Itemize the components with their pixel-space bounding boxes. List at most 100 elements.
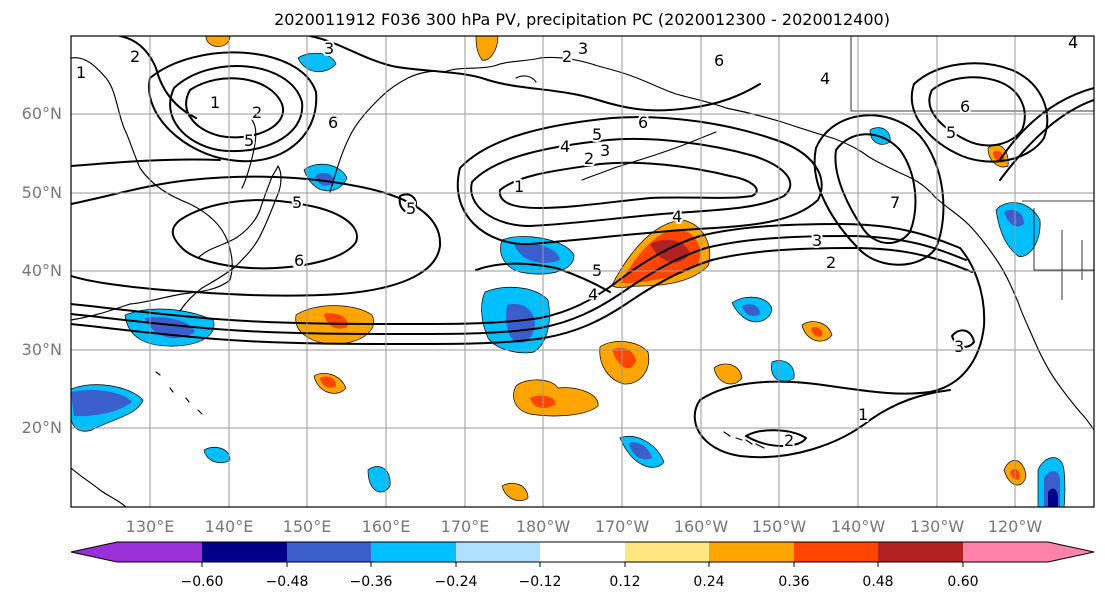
- precip-patch-red-center-core: [650, 239, 690, 263]
- pv-contour-label: 6: [960, 97, 970, 116]
- colorbar-label: 0.48: [862, 574, 893, 590]
- taiwan-islands: [155, 371, 203, 415]
- pv-contour-small-3b: [951, 329, 975, 348]
- us-state-borders: [1033, 208, 1094, 300]
- aleutian-chain: [581, 131, 717, 181]
- precip-patch-red-south-core: [612, 347, 636, 369]
- precip-patch-s-blue-2: [367, 466, 391, 493]
- pv-contour-label: 1: [76, 63, 86, 82]
- map-gridlines: [71, 36, 1094, 507]
- pv-contour-ne-4: [999, 99, 1094, 181]
- pv-contour-label: 5: [592, 125, 602, 144]
- lon-label: 150°E: [283, 517, 332, 536]
- pv-contour-label: 4: [560, 137, 570, 156]
- colorbar-swatch: [371, 542, 456, 562]
- pv-contour-label: 6: [328, 113, 338, 132]
- lat-axis-labels: 60°N 50°N 40°N 30°N 20°N: [22, 104, 62, 437]
- pv-contour-nw-1: [185, 77, 285, 139]
- colorbar-swatch: [287, 542, 371, 562]
- colorbar-label: 0.12: [609, 574, 640, 590]
- colorbar-label: −0.12: [519, 574, 562, 590]
- pv-contour-label: 6: [292, 251, 302, 270]
- pv-contour-jet-1: [71, 223, 961, 325]
- pv-contour-south-4: [475, 262, 611, 293]
- map-content: 2 3 2 3 1 2 5 6 4 6 6 6 5 6 1 4 5 3 2 5: [71, 36, 1094, 507]
- lon-label: 130°W: [910, 517, 965, 536]
- alaska-canada-border: [850, 36, 1094, 112]
- lon-label: 160°E: [362, 517, 411, 536]
- pv-contour-ne-3: [999, 87, 1094, 161]
- n-america-coastline: [967, 223, 1094, 431]
- pv-contour-label: 4: [820, 69, 830, 88]
- colorbar-label: −0.24: [435, 574, 478, 590]
- pv-contour-alaska-2: [813, 114, 945, 266]
- lon-label: 160°W: [674, 517, 729, 536]
- pv-contour-label: 2: [584, 149, 594, 168]
- pv-contour-label: 5: [292, 193, 302, 212]
- figure-title: 2020011912 F036 300 hPa PV, precipitatio…: [274, 10, 890, 29]
- pv-contour-nw-2: [169, 65, 304, 153]
- precip-patch-kuro-core: [324, 313, 348, 329]
- pv-contour-upper-left: [119, 36, 197, 119]
- precip-patch-s-orange-2: [501, 483, 529, 501]
- pv-contour-center-2: [470, 137, 792, 227]
- russia-arctic-coastline: [443, 56, 677, 95]
- precip-patch-mid-north-core: [514, 242, 560, 263]
- colorbar-labels: −0.60 −0.48 −0.36 −0.24 −0.12 0.12 0.24 …: [181, 574, 979, 590]
- pv-contour-center-3: [456, 116, 823, 246]
- lat-label: 30°N: [22, 340, 62, 359]
- pv-contour-upper-right: [309, 36, 761, 112]
- pv-contour-small-5: [398, 193, 418, 214]
- lon-label: 130°E: [126, 517, 175, 536]
- political-borders: [850, 36, 1094, 300]
- sakhalin-coast: [241, 119, 257, 189]
- lat-label: 40°N: [22, 261, 62, 280]
- colorbar-label: 0.24: [693, 574, 724, 590]
- pv-contour-label: 2: [784, 431, 794, 450]
- pv-contours: [71, 36, 1094, 459]
- pv-contour-label: 1: [514, 177, 524, 196]
- pv-contour-label: 4: [672, 207, 682, 226]
- pv-contour-label: 2: [130, 47, 140, 66]
- precip-patch-se-blue-core: [629, 442, 652, 460]
- pv-contour-label: 3: [600, 141, 610, 160]
- pv-contour-jet-3: [71, 247, 973, 345]
- colorbar-swatch: [456, 542, 540, 562]
- colorbar-swatch: [540, 542, 625, 562]
- pv-contour-center-1: [498, 161, 758, 209]
- pv-contour-label: 5: [946, 123, 956, 142]
- colorbar-label: 0.60: [947, 574, 978, 590]
- precip-patch-sw-core: [71, 390, 132, 417]
- map-frame: [70, 35, 1095, 508]
- colorbar-swatch: [71, 542, 202, 562]
- colorbar-swatch: [878, 542, 963, 562]
- land-coastlines: [71, 56, 1094, 507]
- lon-label: 170°W: [595, 517, 650, 536]
- pv-contour-ne-1: [928, 76, 1026, 147]
- hawaii-islands: [723, 431, 765, 449]
- lon-label: 140°E: [205, 517, 254, 536]
- japan-coastline: [179, 165, 282, 312]
- pv-contour-west-3: [71, 158, 221, 167]
- pv-contour-label: 2: [252, 103, 262, 122]
- colorbar-swatch: [709, 542, 794, 562]
- lon-axis-labels: 130°E 140°E 150°E 160°E 170°E 180°W 170°…: [126, 517, 1043, 536]
- precip-patch-s-orange-1-core: [320, 376, 336, 388]
- pv-contour-west-2: [71, 175, 442, 297]
- pv-contour-alaska-1: [834, 133, 917, 244]
- pv-contour-south-loop: [699, 247, 986, 401]
- precip-patch-sefar-darkcore: [1048, 488, 1058, 507]
- lat-label: 20°N: [22, 418, 62, 437]
- precip-patch-hawaii-orange: [713, 363, 743, 385]
- precip-patch-west-coast-core: [1004, 209, 1024, 227]
- colorbar-ticks: [201, 562, 964, 567]
- colorbar-label: −0.36: [350, 574, 393, 590]
- colorbar-outline: [70, 541, 1095, 563]
- colorbar-label: −0.60: [181, 574, 224, 590]
- lon-label: 120°W: [988, 517, 1043, 536]
- pv-contour-label: 2: [826, 253, 836, 272]
- precip-patch-orange-central: [513, 379, 599, 417]
- lon-label: 140°W: [831, 517, 886, 536]
- pv-contour-label: 3: [324, 39, 334, 58]
